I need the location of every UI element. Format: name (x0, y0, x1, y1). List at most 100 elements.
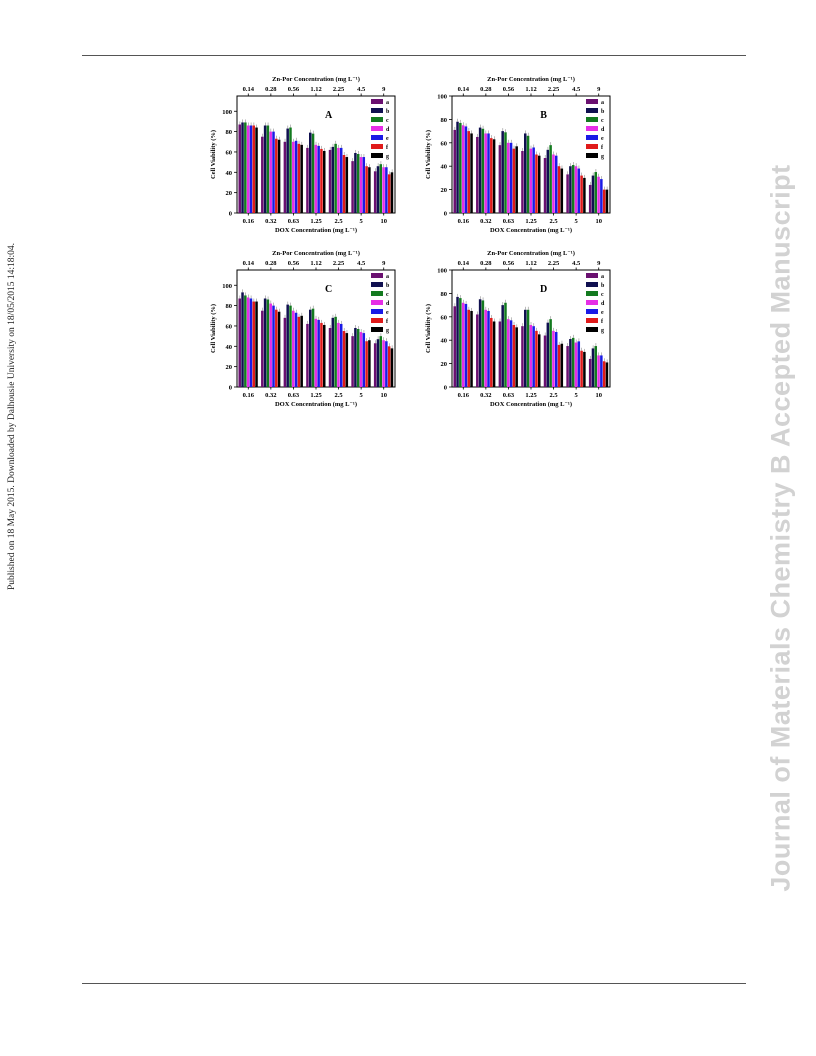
x2-tick-label: 9 (597, 86, 601, 93)
x2-tick-label: 1.12 (525, 86, 536, 93)
x-tick-label: 10 (595, 218, 602, 225)
bar-c (379, 336, 383, 387)
legend-label-e: e (601, 310, 604, 316)
bar-g (300, 144, 303, 213)
bar-a (306, 323, 309, 387)
x2-tick-label: 1.12 (310, 260, 321, 267)
bar-e (339, 147, 343, 213)
x2-tick-label: 9 (597, 260, 601, 267)
bar-a (261, 136, 264, 213)
bar-e (272, 305, 275, 387)
bar-c (334, 316, 337, 387)
bar-d (552, 154, 555, 213)
y-tick-label: 40 (441, 338, 448, 345)
x2-tick-label: 2.25 (333, 86, 345, 93)
bar-d (337, 147, 340, 213)
bar-c (244, 295, 247, 387)
bar-c (526, 135, 530, 213)
x-tick-label: 0.63 (503, 218, 515, 225)
legend-label-e: e (386, 310, 389, 316)
bar-f (602, 189, 606, 213)
x-axis-title: DOX Concentration (mg L⁻¹) (275, 401, 357, 408)
bar-e (339, 323, 343, 387)
bar-g (323, 324, 326, 387)
bar-c (266, 299, 270, 387)
legend-swatch-d (371, 126, 383, 131)
x-tick-label: 5 (575, 392, 579, 399)
bar-d (552, 330, 555, 387)
bar-b (354, 152, 357, 213)
bar-d (314, 144, 318, 213)
bar-b (309, 132, 312, 213)
bar-a (566, 174, 569, 213)
bar-g (255, 301, 258, 387)
legend-label-d: d (601, 127, 605, 133)
bar-g (583, 177, 586, 213)
panel-label: A (325, 110, 333, 121)
x2-tick-label: 4.5 (357, 86, 366, 93)
legend-label-d: d (386, 127, 390, 133)
y-tick-label: 80 (226, 129, 233, 136)
bar-f (275, 309, 278, 387)
legend-label-f: f (601, 319, 604, 325)
bar-c (549, 319, 552, 387)
bar-b (569, 166, 572, 213)
x-axis-title: DOX Concentration (mg L⁻¹) (490, 227, 572, 234)
y-tick-label: 20 (226, 190, 233, 197)
bar-d (337, 322, 340, 387)
y-tick-label: 20 (441, 361, 448, 368)
bar-f (275, 138, 278, 213)
legend-swatch-d (586, 126, 598, 131)
legend-swatch-e (371, 135, 383, 140)
bar-g (390, 172, 394, 213)
bar-f (602, 361, 606, 387)
y-tick-label: 80 (441, 291, 448, 298)
chart-panel-c: 0 20 40 60 80 100 0.16 0.32 0.63 1.25 2.5 5 10 0.14 0.… (195, 240, 415, 423)
bar-c (379, 164, 383, 213)
x-tick-label: 0.16 (243, 218, 255, 225)
x2-tick-label: 9 (382, 260, 386, 267)
y-tick-label: 100 (437, 268, 447, 275)
bar-g (300, 315, 303, 387)
bar-a (373, 343, 377, 387)
bar-b (546, 149, 550, 213)
y-tick-label: 100 (222, 283, 232, 290)
bar-f (580, 175, 583, 213)
bar-e (509, 142, 513, 213)
bar-g (605, 362, 609, 387)
bar-a (498, 145, 502, 213)
bar-a (521, 150, 524, 213)
y-tick-label: 20 (441, 187, 448, 194)
legend-label-a: a (386, 274, 389, 280)
bar-f (535, 154, 538, 213)
publication-note: Published on 18 May 2015. Downloaded by … (7, 243, 17, 590)
x-tick-label: 0.32 (480, 392, 491, 399)
bar-b (263, 298, 267, 387)
bar-f (557, 166, 561, 213)
x-tick-label: 10 (595, 392, 602, 399)
bar-d (597, 355, 600, 387)
bar-e (577, 341, 581, 387)
bar-c (266, 125, 270, 213)
bar-d (314, 318, 318, 387)
bar-c (311, 308, 315, 387)
bar-a (306, 147, 309, 213)
bar-e (317, 319, 320, 387)
bar-g (277, 311, 281, 387)
x2-tick-label: 1.12 (310, 86, 321, 93)
bar-g (390, 348, 394, 387)
chart-panel-b: 0 20 40 60 80 100 0.16 0.32 0.63 1.25 2.5 5 10 0.14 0.… (410, 66, 630, 249)
bar-f (580, 350, 583, 387)
legend-swatch-d (371, 300, 383, 305)
x2-tick-label: 0.28 (265, 86, 277, 93)
y-tick-label: 0 (444, 385, 447, 392)
legend-swatch-f (371, 318, 383, 323)
bar-b (501, 305, 504, 387)
y-tick-label: 0 (229, 211, 232, 218)
chart-panel-d: 0 20 40 60 80 100 0.16 0.32 0.63 1.25 2.5 5 10 0.14 0.… (410, 240, 630, 423)
x-tick-label: 1.25 (525, 392, 537, 399)
legend-label-c: c (386, 118, 389, 124)
x-tick-label: 10 (380, 218, 387, 225)
y-tick-label: 20 (226, 364, 233, 371)
legend-swatch-b (371, 108, 383, 113)
